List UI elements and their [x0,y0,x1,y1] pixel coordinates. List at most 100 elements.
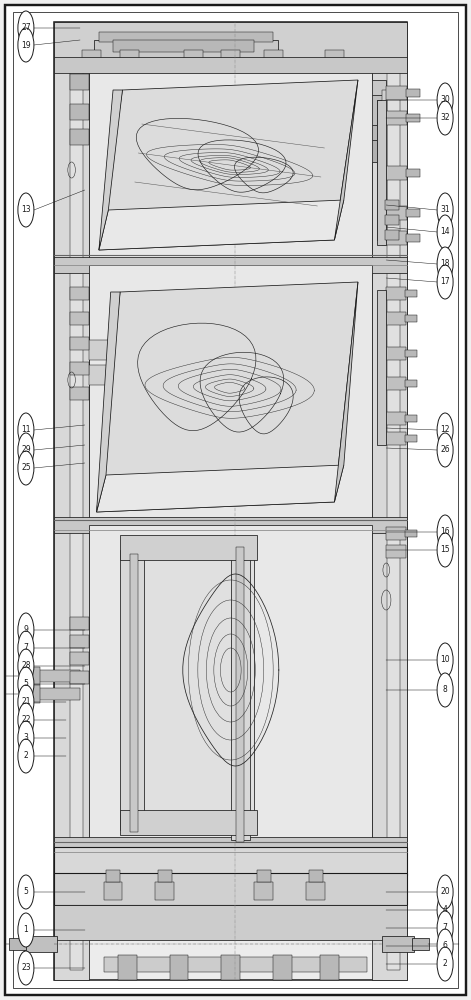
Circle shape [18,413,34,447]
Bar [382,936,414,952]
Circle shape [437,911,453,945]
Circle shape [18,875,34,909]
Circle shape [18,11,34,45]
Text: 1: 1 [24,926,28,934]
Text: 16: 16 [440,528,450,536]
Polygon shape [334,282,358,502]
Polygon shape [97,465,344,512]
Circle shape [437,515,453,549]
Bar [406,234,420,242]
Bar [99,32,273,42]
Bar [24,936,57,952]
Bar [257,870,271,882]
Bar [113,40,254,52]
Bar [70,312,89,325]
Text: 28: 28 [21,662,31,670]
Circle shape [18,721,34,755]
Bar [89,525,372,845]
Text: 29: 29 [21,446,31,454]
Bar [405,415,417,422]
Bar [19,668,28,684]
Bar [70,617,89,630]
Text: 12: 12 [440,426,450,434]
Bar [309,870,323,882]
Bar [19,686,28,702]
Circle shape [18,28,34,62]
Circle shape [437,433,453,467]
Bar [325,50,344,72]
Text: 14: 14 [440,228,450,236]
Circle shape [18,739,34,773]
Text: 21: 21 [21,698,31,706]
Bar [386,412,406,425]
Text: 2: 2 [24,752,28,760]
Bar [363,140,377,162]
Bar [405,380,417,387]
Bar [155,882,174,900]
Text: 20: 20 [440,888,450,896]
Bar [122,555,254,825]
Bar [377,100,386,245]
Text: 3: 3 [24,734,28,742]
Text: 10: 10 [440,656,450,664]
Bar [54,873,407,905]
Bar [377,290,386,445]
Circle shape [18,703,34,737]
Bar [70,287,89,300]
Circle shape [437,265,453,299]
Bar [70,652,89,665]
Circle shape [18,667,34,701]
Circle shape [18,613,34,647]
Bar [353,80,386,105]
Bar [70,129,89,145]
Bar [89,365,112,385]
Bar [386,377,406,390]
Circle shape [437,101,453,135]
Circle shape [18,631,34,665]
Bar [38,670,80,682]
Text: 7: 7 [443,924,447,932]
Bar [120,810,257,835]
Bar [89,65,372,265]
Bar [386,287,406,300]
Polygon shape [99,90,122,250]
Bar [89,340,112,360]
Bar [120,535,257,560]
Circle shape [437,673,453,707]
Bar [382,90,387,245]
Bar [406,89,420,97]
Bar [54,905,407,940]
Text: 31: 31 [440,206,450,215]
Bar [54,22,407,60]
Bar [104,882,122,900]
Bar [94,40,278,65]
Bar [386,206,407,220]
Bar [120,50,139,72]
Bar [386,432,406,445]
Bar [385,215,399,225]
Bar [264,50,283,72]
Circle shape [437,947,453,981]
Text: 32: 32 [440,113,450,122]
Bar [82,50,101,72]
Bar [236,547,244,842]
Bar [360,125,379,145]
Circle shape [18,913,34,947]
Bar [412,938,429,950]
Bar [231,540,250,840]
Bar [89,265,372,525]
Circle shape [437,893,453,927]
Bar [372,22,407,980]
Circle shape [437,875,453,909]
Bar [306,882,325,900]
Text: 19: 19 [21,40,31,49]
Circle shape [437,83,453,117]
Bar [54,517,407,533]
Circle shape [18,951,34,985]
Bar [386,545,406,558]
Bar [405,435,417,442]
Bar [406,114,420,122]
Bar [386,166,407,180]
Bar [70,104,89,120]
Bar [385,200,399,210]
